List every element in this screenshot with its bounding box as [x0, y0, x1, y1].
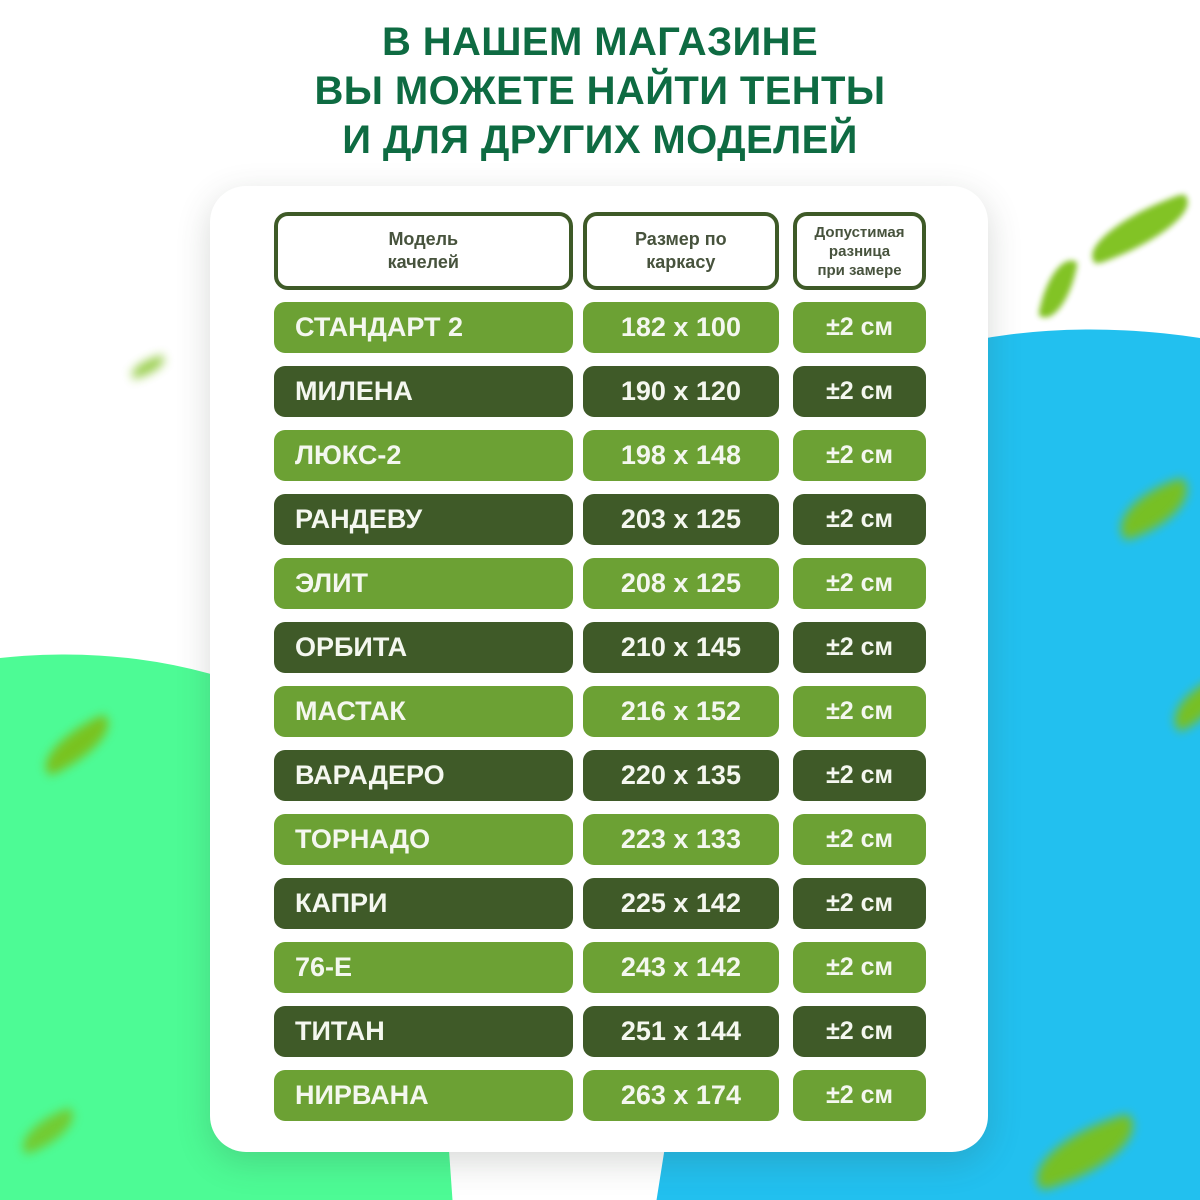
- column-header-model-line-2: качелей: [387, 252, 459, 272]
- cell-size: 223 x 133: [582, 814, 780, 865]
- leaf-top-right-small-icon: [1037, 255, 1079, 323]
- cell-tolerance: ±2 см: [793, 878, 926, 929]
- cell-tolerance: ±2 см: [793, 750, 926, 801]
- table-row: СТАНДАРТ 2 182 x 100 ±2 см: [274, 302, 926, 353]
- cell-size: 208 x 125: [582, 558, 780, 609]
- cell-tolerance: ±2 см: [793, 622, 926, 673]
- cell-tolerance: ±2 см: [793, 558, 926, 609]
- cell-tolerance: ±2 см: [793, 686, 926, 737]
- cell-size: 182 x 100: [582, 302, 780, 353]
- cell-model: ТИТАН: [274, 1006, 573, 1057]
- cell-model: РАНДЕВУ: [274, 494, 573, 545]
- cell-model: МИЛЕНА: [274, 366, 573, 417]
- table-header-row: Модель качелей Размер по каркасу Допусти…: [274, 212, 926, 290]
- page-title-line-2: ВЫ МОЖЕТЕ НАЙТИ ТЕНТЫ: [314, 69, 886, 113]
- table-row: ВАРАДЕРО 220 x 135 ±2 см: [274, 750, 926, 801]
- cell-model: ТОРНАДО: [274, 814, 573, 865]
- leaf-top-left-small-icon: [128, 354, 168, 380]
- table-row: НИРВАНА 263 x 174 ±2 см: [274, 1070, 926, 1121]
- page-title-line-1: В НАШЕМ МАГАЗИНЕ: [381, 20, 819, 64]
- cell-size: 243 x 142: [582, 942, 780, 993]
- cell-model: ВАРАДЕРО: [274, 750, 573, 801]
- column-header-tolerance-line-2: разница: [828, 242, 891, 260]
- table-row: МИЛЕНА 190 x 120 ±2 см: [274, 366, 926, 417]
- column-header-model-line-1: Модель: [388, 229, 459, 249]
- cell-tolerance: ±2 см: [793, 942, 926, 993]
- cell-tolerance: ±2 см: [793, 366, 926, 417]
- cell-tolerance: ±2 см: [793, 814, 926, 865]
- table-row: РАНДЕВУ 203 x 125 ±2 см: [274, 494, 926, 545]
- page-title-line-3: И ДЛЯ ДРУГИХ МОДЕЛЕЙ: [342, 118, 858, 162]
- cell-tolerance: ±2 см: [793, 1070, 926, 1121]
- leaf-top-right-large-icon: [1082, 192, 1198, 266]
- table-row: 76-Е 243 x 142 ±2 см: [274, 942, 926, 993]
- cell-size: 220 x 135: [582, 750, 780, 801]
- table-row: ОРБИТА 210 x 145 ±2 см: [274, 622, 926, 673]
- table-card: Модель качелей Размер по каркасу Допусти…: [210, 186, 988, 1152]
- cell-model: ОРБИТА: [274, 622, 573, 673]
- cell-model: ЭЛИТ: [274, 558, 573, 609]
- cell-size: 225 x 142: [582, 878, 780, 929]
- cell-tolerance: ±2 см: [793, 430, 926, 481]
- cell-size: 203 x 125: [582, 494, 780, 545]
- cell-size: 263 x 174: [582, 1070, 780, 1121]
- cell-model: МАСТАК: [274, 686, 573, 737]
- cell-size: 251 x 144: [582, 1006, 780, 1057]
- cell-tolerance: ±2 см: [793, 1006, 926, 1057]
- column-header-size: Размер по каркасу: [582, 212, 780, 290]
- table-row: ЭЛИТ 208 x 125 ±2 см: [274, 558, 926, 609]
- column-header-tolerance-line-1: Допустимая: [814, 223, 905, 241]
- table-row: МАСТАК 216 x 152 ±2 см: [274, 686, 926, 737]
- column-header-size-line-2: каркасу: [646, 252, 716, 272]
- cell-size: 198 x 148: [582, 430, 780, 481]
- table-body: СТАНДАРТ 2 182 x 100 ±2 см МИЛЕНА 190 x 120 ±…: [274, 302, 926, 1121]
- table-row: ЛЮКС-2 198 x 148 ±2 см: [274, 430, 926, 481]
- models-table: Модель качелей Размер по каркасу Допусти…: [274, 212, 926, 1134]
- cell-model: ЛЮКС-2: [274, 430, 573, 481]
- cell-model: СТАНДАРТ 2: [274, 302, 573, 353]
- column-header-size-line-1: Размер по: [634, 229, 727, 249]
- cell-size: 216 x 152: [582, 686, 780, 737]
- cell-model: 76-Е: [274, 942, 573, 993]
- column-header-tolerance: Допустимая разница при замере: [793, 212, 926, 290]
- cell-size: 190 x 120: [582, 366, 780, 417]
- table-row: ТОРНАДО 223 x 133 ±2 см: [274, 814, 926, 865]
- table-row: ТИТАН 251 x 144 ±2 см: [274, 1006, 926, 1057]
- cell-tolerance: ±2 см: [793, 302, 926, 353]
- page-title: В НАШЕМ МАГАЗИНЕ ВЫ МОЖЕТЕ НАЙТИ ТЕНТЫ И…: [0, 18, 1200, 165]
- table-row: КАПРИ 225 x 142 ±2 см: [274, 878, 926, 929]
- cell-model: КАПРИ: [274, 878, 573, 929]
- cell-size: 210 x 145: [582, 622, 780, 673]
- cell-tolerance: ±2 см: [793, 494, 926, 545]
- cell-model: НИРВАНА: [274, 1070, 573, 1121]
- column-header-model: Модель качелей: [274, 212, 573, 290]
- column-header-tolerance-line-3: при замере: [817, 261, 902, 279]
